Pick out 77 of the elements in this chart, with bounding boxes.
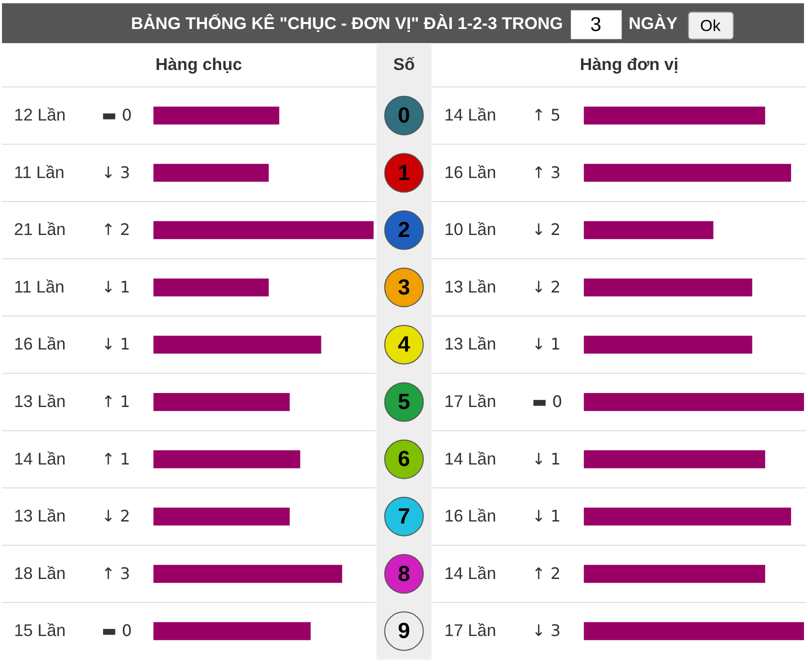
text: ↑ 1 <box>102 392 130 411</box>
text: ▬ 0 <box>532 392 562 411</box>
data-label: 13 Lần <box>14 506 66 526</box>
data-label: 12 Lần <box>14 106 66 125</box>
bar <box>584 564 766 583</box>
data-label: 15 Lần <box>14 621 66 640</box>
text: 3 <box>590 14 602 36</box>
data-label: 13 Lần <box>444 334 496 354</box>
text: ↓ 1 <box>532 506 561 526</box>
data-label: 10 Lần <box>444 220 496 240</box>
bar <box>153 622 311 640</box>
data-label: 14 Lần <box>444 106 496 125</box>
data-label: 16 Lần <box>444 162 496 182</box>
data-label: 16 Lần <box>14 334 66 354</box>
bar <box>584 221 714 240</box>
y-tick-label: 4 <box>398 332 411 357</box>
y-axis-title: Số <box>393 54 415 74</box>
bar <box>584 393 804 411</box>
data-label: 13 Lần <box>14 392 66 411</box>
data-label: 13 Lần <box>444 277 496 296</box>
data-label: 17 Lần <box>444 392 496 411</box>
text: ▬ 0 <box>102 106 132 125</box>
data-label: 17 Lần <box>444 621 496 640</box>
bar <box>584 622 804 640</box>
bar <box>153 221 374 240</box>
text: ↑ 1 <box>102 449 130 468</box>
bar <box>584 164 792 182</box>
bar <box>153 106 280 125</box>
bar <box>584 336 752 354</box>
bar <box>153 508 290 526</box>
data-label: 11 Lần <box>14 162 64 182</box>
data-label: 11 Lần <box>14 277 64 296</box>
y-tick-label: 3 <box>398 274 410 300</box>
text: ↓ 1 <box>102 277 130 296</box>
y-tick-label: 6 <box>398 446 410 472</box>
bar <box>584 450 766 468</box>
text: NGÀY <box>628 14 678 34</box>
bar <box>153 164 269 182</box>
text: ↑ 3 <box>102 564 130 583</box>
bar <box>153 336 322 354</box>
bar <box>584 106 766 125</box>
text: ▬ 0 <box>102 621 132 640</box>
data-label: 16 Lần <box>444 506 496 526</box>
y-tick-label: 9 <box>398 618 410 644</box>
y-tick-label: 7 <box>398 504 410 529</box>
data-label: 18 Lần <box>14 564 66 583</box>
text: ↑ 2 <box>532 564 561 583</box>
y-tick-label: 8 <box>398 560 410 586</box>
x-axis-title: Hàng chục <box>156 54 242 74</box>
bar <box>153 450 300 468</box>
text: ↓ 2 <box>532 277 561 296</box>
data-label: 14 Lần <box>444 564 496 583</box>
y-tick-label: 5 <box>398 388 410 414</box>
text: ↑ 5 <box>532 106 561 125</box>
y-tick-label: 2 <box>398 217 410 242</box>
bar <box>153 393 290 411</box>
data-label: 14 Lần <box>444 449 496 468</box>
bar <box>584 508 792 526</box>
text: ↓ 2 <box>102 506 130 526</box>
text: ↑ 3 <box>532 162 561 182</box>
text: ↑ 2 <box>102 220 130 240</box>
text: ↓ 3 <box>102 162 130 182</box>
text: ↓ 1 <box>532 334 561 354</box>
text: ↓ 2 <box>532 220 561 240</box>
bar <box>153 278 269 296</box>
x-axis-title: Hàng đơn vị <box>580 54 678 74</box>
text: ↓ 1 <box>102 334 130 354</box>
y-tick-label: 0 <box>398 102 410 128</box>
text: ↓ 3 <box>532 621 561 640</box>
data-label: 21 Lần <box>14 220 66 240</box>
bar <box>584 278 752 296</box>
bar <box>153 564 342 583</box>
data-label: 14 Lần <box>14 449 66 468</box>
y-tick-label: 1 <box>398 160 410 185</box>
text: Ok <box>700 18 721 36</box>
text: ↓ 1 <box>532 449 561 468</box>
chart-title: BẢNG THỐNG KÊ "CHỤC - ĐƠN VỊ" ĐÀI 1-2-3 TRONG <box>130 13 563 34</box>
